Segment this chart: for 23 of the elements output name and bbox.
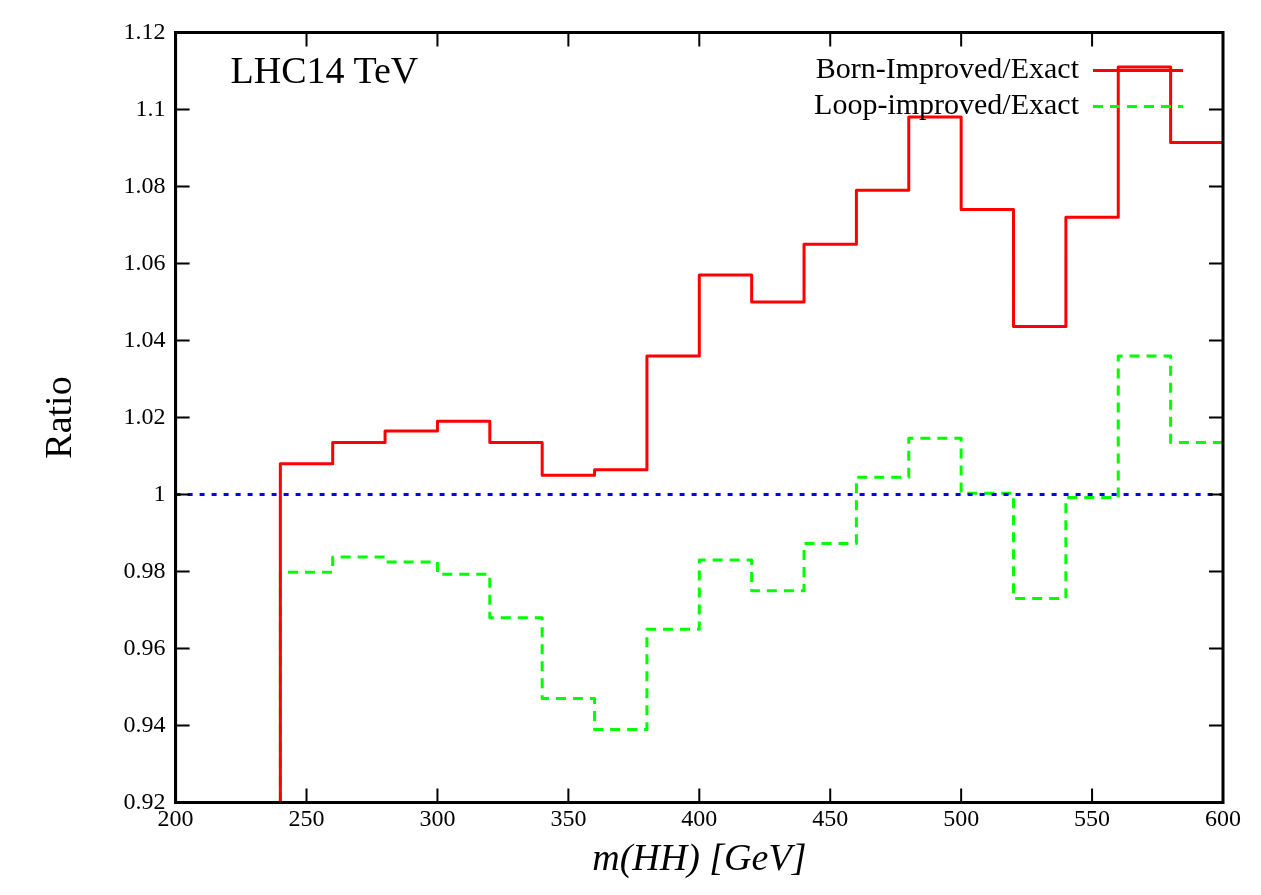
x-tick-label: 300 [419, 805, 456, 832]
x-tick-label: 250 [288, 805, 325, 832]
x-tick-label: 350 [550, 805, 587, 832]
y-axis-title: Ratio [36, 376, 79, 459]
y-tick-label: 1.06 [123, 248, 166, 275]
x-tick-label: 400 [681, 805, 718, 832]
y-tick-label: 0.96 [123, 633, 166, 660]
y-tick-label: 1 [153, 479, 166, 506]
y-tick-label: 1.12 [123, 17, 166, 44]
y-tick-label: 1.1 [135, 94, 166, 121]
annotation: LHC14 TeV [230, 49, 419, 92]
y-tick-label: 1.02 [123, 402, 166, 429]
x-tick-label: 450 [812, 805, 849, 832]
x-tick-label: 500 [943, 805, 980, 832]
y-tick-label: 1.04 [123, 325, 166, 352]
legend-label: Loop-improved/Exact [814, 87, 1080, 121]
y-tick-label: 0.98 [123, 556, 166, 583]
x-tick-label: 600 [1205, 805, 1241, 832]
x-axis-title: m(HH) [GeV] [592, 836, 807, 880]
x-tick-label: 550 [1074, 805, 1111, 832]
y-tick-label: 1.08 [123, 171, 166, 198]
y-tick-label: 0.94 [123, 710, 166, 737]
legend-label: Born-Improved/Exact [815, 51, 1080, 85]
